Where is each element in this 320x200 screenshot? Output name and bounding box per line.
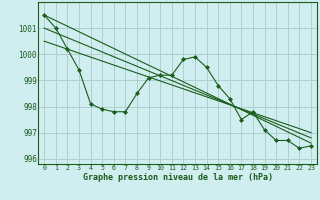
X-axis label: Graphe pression niveau de la mer (hPa): Graphe pression niveau de la mer (hPa): [83, 173, 273, 182]
